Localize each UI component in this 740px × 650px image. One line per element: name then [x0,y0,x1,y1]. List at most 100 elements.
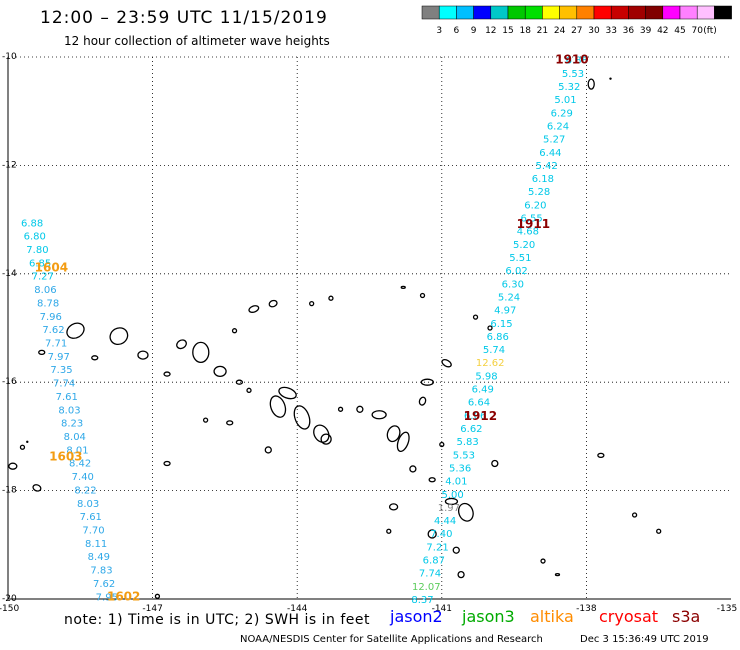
swh-value: 6.87 [423,556,445,567]
island-outline [246,387,252,393]
swh-value: 5.28 [528,187,550,198]
mission-legend: jason2 jason3 altika cryosat s3a [390,607,740,627]
x-tick-label: -135 [717,604,737,614]
island-outline [386,425,401,443]
swh-value: 6.44 [539,148,561,159]
island-outline [457,502,474,522]
colorbar-label: 39 [640,26,652,36]
swh-value: 7.62 [93,579,115,590]
island-outline [441,358,452,368]
map-title: 12:00 – 23:59 UTC 11/15/2019 [40,8,328,28]
island-outline [313,424,330,443]
island-outline [388,503,399,511]
swh-value: 6.30 [502,279,524,290]
y-tick-label: -12 [2,160,17,170]
colorbar-label: 9 [471,26,477,36]
island-outline [337,406,344,412]
x-tick-label: -141 [432,604,452,614]
island-outline [91,355,99,361]
swh-value: 7.61 [56,392,78,403]
mission-jason3: jason3 [462,607,515,626]
island-outline [268,299,278,308]
island-outline [8,462,18,470]
swh-value: 4.97 [494,306,516,317]
island-outline [163,460,171,467]
colorbar-label: 3 [436,26,442,36]
island-outline [427,529,437,539]
island-outline [409,465,417,473]
island-outline [226,420,234,426]
map-plot: -150 -147 -144 -141 -138 -135 -10 -12 -14 -16 -18 -… [0,52,737,614]
swh-value: 7.96 [40,312,62,323]
x-tick-label: -138 [576,604,597,614]
island-outline [202,417,209,423]
swh-value: 7.74 [419,569,441,580]
island-outline [32,484,42,492]
island-outline [420,378,434,386]
island-outline [487,325,493,331]
pass-time-label: 1911 [517,217,550,231]
pass-time-label: 1910 [555,53,588,67]
swh-value: 8.23 [61,419,83,430]
colorbar-label: 36 [623,26,635,36]
island-outline [248,305,260,313]
island-outline [439,441,445,448]
swh-value: 7.97 [48,352,70,363]
pass-time-label: 1603 [49,449,82,463]
colorbar-unit: (ft) [703,26,717,36]
swh-value: 5.51 [509,253,531,264]
island-outline [163,371,171,377]
colorbar-label: 70 [691,26,703,36]
island-outline [328,295,334,301]
island-outline [631,512,638,518]
island-outline [457,570,465,579]
swh-value: 5.01 [554,95,576,106]
swh-value: 6.55 [520,214,542,225]
swh-value: 6.86 [487,332,509,343]
swh-value: 6.62 [460,424,482,435]
swh-value: 6.02 [505,266,527,277]
island-outline [264,446,272,454]
swh-value: 6.49 [472,385,494,396]
island-outline [320,433,332,445]
swh-value: 7.35 [50,365,72,376]
y-tick-label: -16 [2,377,17,387]
color-scale-bar: 3 6 9 12 15 18 21 24 27 30 33 36 39 42 45 70 (ft) [421,5,732,36]
swh-value: 7.80 [26,245,48,256]
swh-value: 6.88 [566,56,588,67]
footnote: note: 1) Time is in UTC; 2) SWH is in fe… [64,612,371,628]
island-outline [293,405,311,430]
swh-value: 4.68 [517,227,539,238]
island-outline [309,300,315,307]
colorbar-label: 24 [554,26,566,36]
colorbar-label: 45 [674,26,685,36]
island-outline [109,327,129,346]
island-outline [38,349,46,356]
colorbar-label: 18 [519,26,531,36]
island-outline [269,395,287,418]
swh-value: 5.53 [453,450,475,461]
swh-value: 12.62 [476,358,505,369]
island-outline [587,78,595,90]
island-outline [419,292,426,299]
island-outline [656,528,662,534]
swh-value: 5.20 [513,240,535,251]
swh-value: 7.70 [82,526,104,537]
swh-value: 5.83 [457,437,479,448]
swh-value: 8.06 [34,285,56,296]
generation-timestamp: Dec 3 15:36:49 UTC 2019 [580,634,709,645]
swh-value: 8.22 [74,485,96,496]
island-outline [66,322,85,339]
island-outline [540,558,546,564]
swh-value: 6.06 [464,411,486,422]
island-outline [386,528,392,534]
swh-value: 7.62 [42,325,64,336]
swh-value: 5.27 [543,135,565,146]
island-outline [137,350,149,360]
island-outline [231,328,238,334]
swh-value: 1.97 [438,503,460,514]
swh-value: 6.88 [21,218,43,229]
island-outline [418,396,427,406]
colorbar-label: 15 [502,26,513,36]
